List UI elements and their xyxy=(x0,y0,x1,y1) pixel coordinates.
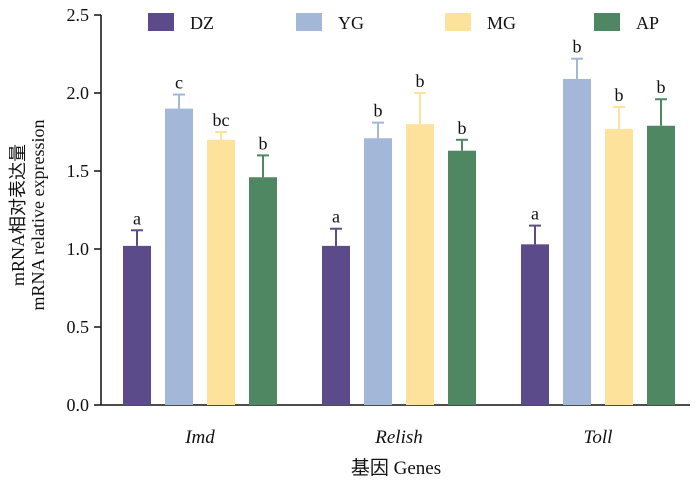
legend-label-mg: MG xyxy=(487,13,516,33)
x-axis-label: 基因 Genes xyxy=(351,457,441,479)
y-axis-label-line2: mRNA relative expression xyxy=(28,120,48,311)
significance-label: c xyxy=(175,73,183,93)
significance-label: a xyxy=(133,208,141,228)
bar-yg-imd xyxy=(165,108,193,405)
y-tick-label: 0.5 xyxy=(67,317,90,337)
significance-label: bc xyxy=(213,110,230,130)
bar-ap-relish xyxy=(448,150,476,405)
bars: a a a c b b bc b b b b b xyxy=(123,37,675,406)
bar-dz-imd xyxy=(123,245,151,405)
bar-dz-relish xyxy=(322,245,350,405)
legend-swatch-dz xyxy=(148,13,174,31)
y-tick-label: 1.0 xyxy=(67,239,90,259)
significance-label: b xyxy=(458,118,467,138)
significance-label: b xyxy=(374,101,383,121)
bar-mg-relish xyxy=(406,124,434,405)
significance-label: a xyxy=(531,204,539,224)
y-tick-label: 1.5 xyxy=(67,161,90,181)
significance-label: b xyxy=(573,37,582,57)
axes xyxy=(100,15,690,406)
y-ticks: 0.0 0.5 1.0 1.5 2.0 2.5 xyxy=(67,5,101,415)
y-axis-label-line1: mRNA相对表达量 xyxy=(8,144,28,286)
legend-swatch-yg xyxy=(296,13,322,31)
bar-dz-toll xyxy=(521,244,549,405)
bar-mg-imd xyxy=(207,139,235,406)
significance-label: b xyxy=(416,71,425,91)
x-category-label: Relish xyxy=(374,427,423,448)
bar-yg-relish xyxy=(364,138,392,406)
significance-label: a xyxy=(332,207,340,227)
x-category-label: Imd xyxy=(184,427,215,448)
significance-label: b xyxy=(657,77,666,97)
legend-label-dz: DZ xyxy=(190,13,214,33)
bar-yg-toll xyxy=(563,78,591,406)
legend-label-yg: YG xyxy=(338,13,364,33)
bar-ap-imd xyxy=(249,177,277,405)
legend-label-ap: AP xyxy=(636,13,659,33)
y-tick-label: 2.0 xyxy=(67,83,90,103)
legend-swatch-mg xyxy=(445,13,471,31)
y-tick-label: 0.0 xyxy=(67,395,90,415)
legend: DZ YG MG AP xyxy=(148,13,659,33)
significance-label: b xyxy=(615,85,624,105)
x-category-label: Toll xyxy=(584,427,613,448)
y-tick-label: 2.5 xyxy=(67,5,90,25)
legend-swatch-ap xyxy=(594,13,620,31)
bar-mg-toll xyxy=(605,128,633,405)
significance-label: b xyxy=(259,133,268,153)
x-category-labels: Imd Relish Toll xyxy=(184,427,612,448)
bar-ap-toll xyxy=(647,125,675,405)
